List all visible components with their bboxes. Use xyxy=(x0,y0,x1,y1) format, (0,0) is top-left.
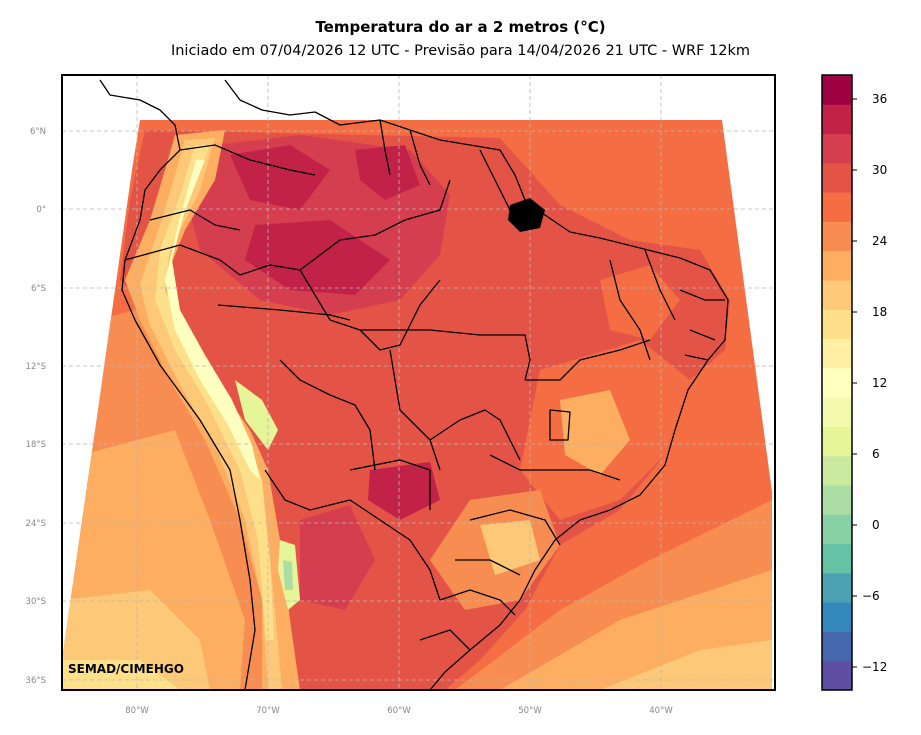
colorbar-tick-label: 24 xyxy=(872,234,887,248)
marajo-island xyxy=(508,198,545,232)
latitude-labels: 6°N 0° 6°S 12°S 18°S 24°S 30°S 36°S xyxy=(26,127,46,686)
lon-label: 60°W xyxy=(387,706,411,716)
colorbar-segment xyxy=(822,309,852,340)
colorbar-segment xyxy=(822,162,852,193)
colorbar xyxy=(822,75,852,691)
map-gridlines xyxy=(62,75,775,690)
colorbar-segment xyxy=(822,572,852,603)
colorbar-segment xyxy=(822,221,852,252)
colorbar-tick-label: −6 xyxy=(862,589,880,603)
colorbar-segment xyxy=(822,338,852,369)
lon-label: 50°W xyxy=(518,706,542,716)
colorbar-tick-label: 6 xyxy=(872,447,880,461)
lat-label: 0° xyxy=(36,205,46,215)
colorbar-segment xyxy=(822,192,852,222)
colorbar-tick-label: −12 xyxy=(862,660,887,674)
colorbar-segment xyxy=(822,455,852,486)
colorbar-segment xyxy=(822,104,852,135)
colorbar-segment xyxy=(822,514,852,545)
colorbar-segment xyxy=(822,133,852,164)
lat-label: 18°S xyxy=(26,440,46,450)
lon-label: 80°W xyxy=(125,706,149,716)
colorbar-ticks: 36 30 24 18 12 6 0 −6 −12 xyxy=(852,92,887,674)
lat-label: 12°S xyxy=(26,362,46,372)
map-title: Temperatura do ar a 2 metros (°C) xyxy=(315,18,606,36)
temperature-field xyxy=(62,120,772,690)
colorbar-tick-label: 18 xyxy=(872,305,887,319)
colorbar-tick-label: 36 xyxy=(872,92,887,106)
colorbar-segment xyxy=(822,660,852,691)
colorbar-segment xyxy=(822,485,852,515)
lon-label: 40°W xyxy=(649,706,673,716)
colorbar-tick-label: 12 xyxy=(872,376,887,390)
colorbar-segment xyxy=(822,280,852,310)
colorbar-segment xyxy=(822,631,852,662)
lat-label: 24°S xyxy=(26,519,46,529)
colorbar-segment xyxy=(822,543,852,574)
map-subtitle: Iniciado em 07/04/2026 12 UTC - Previsão… xyxy=(170,43,751,59)
colorbar-tick-label: 30 xyxy=(872,163,887,177)
map-frame xyxy=(61,74,776,691)
colorbar-segment xyxy=(822,426,852,457)
lat-label: 6°N xyxy=(30,127,46,137)
colorbar-segment xyxy=(822,250,852,281)
lon-label: 70°W xyxy=(256,706,280,716)
credit-label: SEMAD/CIMEHGO xyxy=(68,662,184,676)
lat-label: 30°S xyxy=(26,597,46,607)
colorbar-segment xyxy=(822,75,852,105)
colorbar-segment xyxy=(822,602,852,632)
lat-label: 6°S xyxy=(31,284,46,294)
colorbar-tick-label: 0 xyxy=(872,518,880,532)
colorbar-segment xyxy=(822,397,852,427)
coastlines-borders xyxy=(99,79,729,690)
colorbar-segment xyxy=(822,367,852,398)
lat-label: 36°S xyxy=(26,676,46,686)
longitude-labels: 80°W 70°W 60°W 50°W 40°W xyxy=(125,706,673,716)
